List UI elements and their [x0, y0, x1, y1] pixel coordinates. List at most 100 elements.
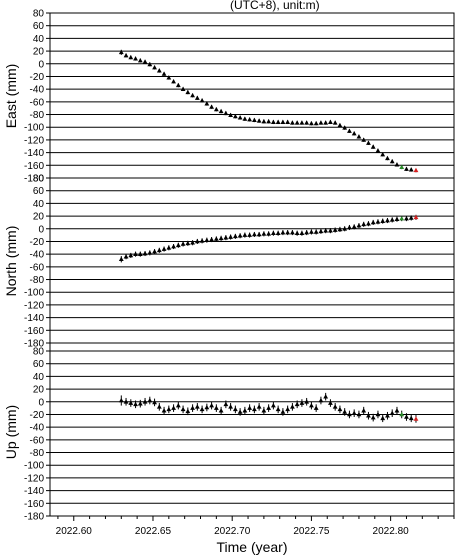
up-data-point [218, 408, 224, 413]
east-data-point [156, 68, 162, 73]
east-data-point [328, 119, 333, 124]
north-data-point [118, 256, 124, 262]
east-y-tick-label: -180 [24, 174, 44, 185]
north-data-point [404, 216, 409, 221]
east-data-point [118, 49, 124, 55]
up-data-point [190, 405, 195, 410]
north-data-point [261, 231, 267, 236]
east-data-point [266, 118, 272, 124]
east-data-point [347, 128, 352, 133]
east-y-tick-label: 40 [33, 34, 45, 45]
north-data-point [190, 240, 195, 245]
up-data-point [166, 406, 172, 412]
north-data-point [313, 229, 319, 234]
east-data-point [180, 86, 186, 91]
east-data-point [399, 164, 405, 170]
east-data-point [147, 61, 153, 67]
east-y-tick-label: -20 [30, 72, 45, 83]
north-data-point [137, 251, 143, 256]
north-data-point [309, 229, 314, 234]
east-data-point [285, 119, 291, 124]
up-data-point [180, 406, 186, 412]
east-data-point [194, 95, 200, 100]
north-data-point [361, 221, 367, 227]
north-data-point [337, 226, 343, 232]
up-y-axis-label: Up (mm) [3, 405, 19, 459]
east-data-point [166, 75, 172, 80]
north-data-point [332, 227, 338, 232]
north-data-point [180, 241, 186, 246]
up-data-point [232, 406, 238, 412]
north-data-point [299, 230, 305, 236]
up-y-tick-label: -40 [30, 423, 45, 434]
east-data-point [204, 101, 210, 106]
east-data-point [375, 148, 381, 153]
up-y-tick-label: -120 [24, 473, 44, 484]
east-data-point [218, 108, 224, 114]
east-data-point [256, 118, 262, 123]
north-data-point [342, 226, 348, 231]
north-y-tick-label: 20 [33, 212, 45, 223]
up-data-point [309, 402, 314, 408]
east-data-point [280, 119, 286, 124]
north-data-point [304, 229, 310, 235]
up-data-point [194, 404, 200, 409]
north-y-tick-label: -20 [30, 237, 45, 248]
north-data-point [270, 230, 276, 236]
east-data-point [351, 130, 357, 136]
east-data-point [199, 97, 205, 103]
up-data-point [161, 408, 167, 413]
up-data-point [209, 402, 214, 408]
x-tick-label: 2022.65 [135, 526, 172, 537]
north-data-point [213, 236, 219, 241]
east-data-point [261, 118, 267, 124]
up-data-point [152, 399, 157, 405]
east-data-point [161, 71, 167, 76]
up-data-point [261, 408, 267, 413]
up-data-point [247, 405, 253, 410]
up-y-tick-label: -100 [24, 461, 44, 472]
east-data-point [242, 116, 248, 121]
north-y-tick-label: 60 [33, 186, 45, 197]
east-y-tick-label: 20 [33, 47, 45, 58]
up-data-point [242, 408, 248, 413]
north-data-point [394, 216, 400, 222]
up-data-point [413, 416, 419, 421]
north-data-point [280, 229, 286, 235]
north-data-point [237, 233, 243, 238]
north-data-point [356, 222, 362, 228]
up-data-point [389, 410, 395, 415]
north-data-point [161, 246, 167, 251]
east-data-point [309, 120, 314, 126]
north-data-point [171, 243, 176, 249]
north-data-point [399, 216, 405, 221]
east-data-point [228, 112, 234, 117]
up-y-tick-label: -140 [24, 486, 44, 497]
north-data-point [375, 219, 381, 224]
east-y-tick-label: -80 [30, 110, 45, 121]
header-partial-title: (UTC+8), unit:m) [230, 0, 320, 12]
up-data-point [280, 409, 286, 414]
east-data-point [213, 106, 219, 112]
north-data-point [247, 232, 253, 237]
up-y-tick-label: 40 [33, 372, 45, 383]
east-data-point [232, 113, 238, 119]
north-data-point [285, 229, 291, 235]
up-y-tick-label: 0 [38, 397, 44, 408]
north-y-tick-label: -120 [24, 300, 44, 311]
north-data-point [385, 217, 390, 223]
north-y-tick-label: 80 [33, 174, 45, 185]
east-y-tick-label: -160 [24, 161, 44, 172]
up-data-point [328, 400, 333, 405]
up-gridlines [50, 350, 454, 517]
east-data-point [318, 120, 324, 125]
up-data-point [385, 413, 390, 418]
north-data-point [318, 228, 324, 234]
up-y-tick-label: -180 [24, 512, 44, 523]
up-data-point [118, 397, 124, 403]
up-data-point [204, 404, 210, 410]
up-data-point [323, 394, 329, 399]
up-data-point [375, 411, 381, 417]
